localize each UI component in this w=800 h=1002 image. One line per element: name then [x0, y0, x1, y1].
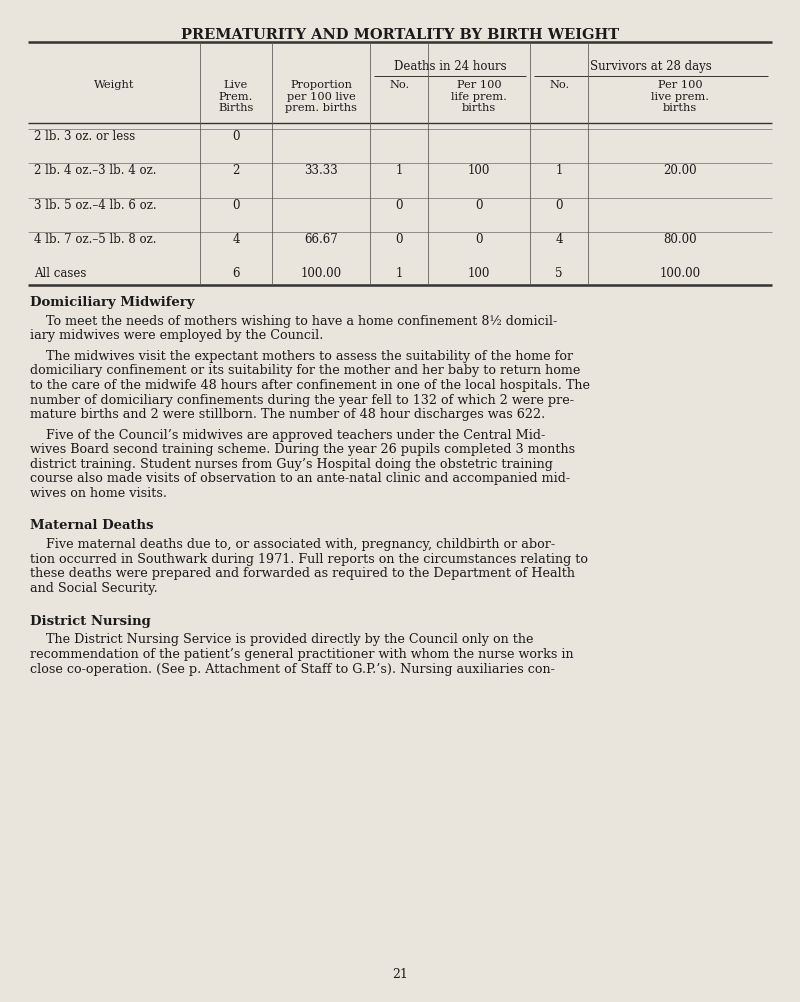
- Text: No.: No.: [389, 80, 410, 90]
- Text: To meet the needs of mothers wishing to have a home confinement 8½ domicil-: To meet the needs of mothers wishing to …: [30, 315, 558, 328]
- Text: mature births and 2 were stillborn. The number of 48 hour discharges was 622.: mature births and 2 were stillborn. The …: [30, 408, 546, 421]
- Text: wives Board second training scheme. During the year 26 pupils completed 3 months: wives Board second training scheme. Duri…: [30, 443, 575, 456]
- Text: Proportion
per 100 live
prem. births: Proportion per 100 live prem. births: [286, 80, 358, 113]
- Text: 4: 4: [555, 232, 563, 245]
- Text: iary midwives were employed by the Council.: iary midwives were employed by the Counc…: [30, 329, 324, 342]
- Text: 21: 21: [392, 967, 408, 980]
- Text: Five of the Council’s midwives are approved teachers under the Central Mid-: Five of the Council’s midwives are appro…: [30, 428, 546, 441]
- Text: to the care of the midwife 48 hours after confinement in one of the local hospit: to the care of the midwife 48 hours afte…: [30, 379, 590, 392]
- Text: Per 100
life prem.
births: Per 100 life prem. births: [451, 80, 507, 113]
- Text: 1: 1: [395, 164, 403, 177]
- Text: 4 lb. 7 oz.–5 lb. 8 oz.: 4 lb. 7 oz.–5 lb. 8 oz.: [34, 232, 157, 245]
- Text: 0: 0: [475, 198, 483, 211]
- Text: 3 lb. 5 oz.–4 lb. 6 oz.: 3 lb. 5 oz.–4 lb. 6 oz.: [34, 198, 157, 211]
- Text: 100.00: 100.00: [301, 267, 342, 280]
- Text: No.: No.: [549, 80, 570, 90]
- Text: wives on home visits.: wives on home visits.: [30, 486, 167, 499]
- Text: 100: 100: [468, 164, 490, 177]
- Text: 0: 0: [232, 130, 240, 143]
- Text: 0: 0: [232, 198, 240, 211]
- Text: 100.00: 100.00: [659, 267, 701, 280]
- Text: course also made visits of observation to an ante-natal clinic and accompanied m: course also made visits of observation t…: [30, 472, 570, 485]
- Text: 2: 2: [232, 164, 240, 177]
- Text: Per 100
live prem.
births: Per 100 live prem. births: [651, 80, 709, 113]
- Text: these deaths were prepared and forwarded as required to the Department of Health: these deaths were prepared and forwarded…: [30, 567, 575, 580]
- Text: 0: 0: [475, 232, 483, 245]
- Text: PREMATURITY AND MORTALITY BY BIRTH WEIGHT: PREMATURITY AND MORTALITY BY BIRTH WEIGH…: [181, 28, 619, 42]
- Text: 33.33: 33.33: [304, 164, 338, 177]
- Text: 66.67: 66.67: [304, 232, 338, 245]
- Text: Domiciliary Midwifery: Domiciliary Midwifery: [30, 296, 195, 309]
- Text: All cases: All cases: [34, 267, 86, 280]
- Text: 80.00: 80.00: [663, 232, 697, 245]
- Text: 2 lb. 4 oz.–3 lb. 4 oz.: 2 lb. 4 oz.–3 lb. 4 oz.: [34, 164, 157, 177]
- Text: 5: 5: [555, 267, 563, 280]
- Text: Survivors at 28 days: Survivors at 28 days: [590, 60, 712, 73]
- Text: 0: 0: [555, 198, 563, 211]
- Text: 2 lb. 3 oz. or less: 2 lb. 3 oz. or less: [34, 130, 136, 143]
- Text: Deaths in 24 hours: Deaths in 24 hours: [394, 60, 506, 73]
- Text: Maternal Deaths: Maternal Deaths: [30, 519, 154, 532]
- Text: Weight: Weight: [94, 80, 134, 90]
- Text: close co-operation. (See p. Attachment of Staff to G.P.’s). Nursing auxiliaries : close co-operation. (See p. Attachment o…: [30, 662, 555, 675]
- Text: domiciliary confinement or its suitability for the mother and her baby to return: domiciliary confinement or its suitabili…: [30, 364, 581, 377]
- Text: 6: 6: [232, 267, 240, 280]
- Text: district training. Student nurses from Guy’s Hospital doing the obstetric traini: district training. Student nurses from G…: [30, 457, 554, 470]
- Text: 0: 0: [395, 198, 403, 211]
- Text: The midwives visit the expectant mothers to assess the suitability of the home f: The midwives visit the expectant mothers…: [30, 350, 574, 363]
- Text: The District Nursing Service is provided directly by the Council only on the: The District Nursing Service is provided…: [30, 633, 534, 646]
- Text: 100: 100: [468, 267, 490, 280]
- Text: 4: 4: [232, 232, 240, 245]
- Text: 20.00: 20.00: [663, 164, 697, 177]
- Text: and Social Security.: and Social Security.: [30, 581, 158, 594]
- Text: number of domiciliary confinements during the year fell to 132 of which 2 were p: number of domiciliary confinements durin…: [30, 393, 574, 406]
- Text: 0: 0: [395, 232, 403, 245]
- Text: Live
Prem.
Births: Live Prem. Births: [218, 80, 254, 113]
- Text: recommendation of the patient’s general practitioner with whom the nurse works i: recommendation of the patient’s general …: [30, 647, 574, 660]
- Text: Five maternal deaths due to, or associated with, pregnancy, childbirth or abor-: Five maternal deaths due to, or associat…: [30, 538, 555, 551]
- Text: District Nursing: District Nursing: [30, 614, 151, 627]
- Text: tion occurred in Southwark during 1971. Full reports on the circumstances relati: tion occurred in Southwark during 1971. …: [30, 552, 588, 565]
- Text: 1: 1: [555, 164, 563, 177]
- Text: 1: 1: [395, 267, 403, 280]
